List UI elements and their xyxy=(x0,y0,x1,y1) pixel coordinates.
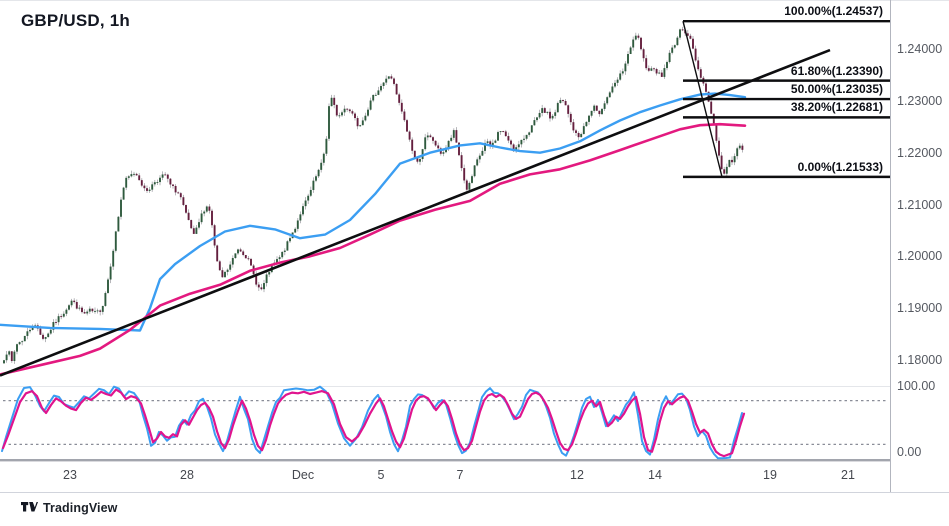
price-axis-label: 1.24000 xyxy=(897,42,943,56)
time-axis-label: 5 xyxy=(377,468,385,482)
oscillator-axis-label: 0.00 xyxy=(897,445,922,459)
time-axis-label: 23 xyxy=(63,468,77,482)
fib-level-label-0.00%: 0.00%(1.21533) xyxy=(797,159,883,174)
stochastic-pane xyxy=(1,385,888,460)
fib-level-label-100.00%: 100.00%(1.24537) xyxy=(784,4,883,19)
fib-level-label-38.20%: 38.20%(1.22681) xyxy=(790,100,883,115)
symbol-title[interactable]: GBP/USD, 1h xyxy=(21,11,130,30)
price-axis-label: 1.19000 xyxy=(897,301,943,316)
fib-level-label-50.00%: 50.00%(1.23035) xyxy=(790,82,883,97)
time-axis-label: 19 xyxy=(763,468,777,482)
time-axis-label: 7 xyxy=(456,468,464,482)
time-axis-label: 28 xyxy=(180,468,194,482)
time-axis-label: Dec xyxy=(291,468,315,482)
fib-retracement xyxy=(682,19,890,179)
pane-borders xyxy=(0,0,949,493)
price-axis-label: 1.22000 xyxy=(897,145,943,160)
time-axis-label: 14 xyxy=(648,468,662,482)
tradingview-brand-text: TradingView xyxy=(43,501,118,515)
tradingview-watermark[interactable]: TradingView xyxy=(21,501,118,515)
time-axis-label: 21 xyxy=(841,468,855,482)
ma-slow-line xyxy=(0,122,747,376)
fib-level-label-61.80%: 61.80%(1.23390) xyxy=(790,63,883,78)
ma-fast-line xyxy=(0,92,747,332)
oscillator-axis-label: 100.00 xyxy=(897,379,936,393)
price-axis[interactable] xyxy=(890,0,949,492)
price-axis-label: 1.18000 xyxy=(897,353,943,367)
time-axis-label: 12 xyxy=(570,468,584,482)
price-axis-label: 1.20000 xyxy=(897,249,943,264)
price-axis-label: 1.23000 xyxy=(897,93,943,108)
tradingview-logo-icon xyxy=(21,501,38,511)
price-axis-label: 1.21000 xyxy=(897,197,943,212)
trendline xyxy=(0,48,831,377)
